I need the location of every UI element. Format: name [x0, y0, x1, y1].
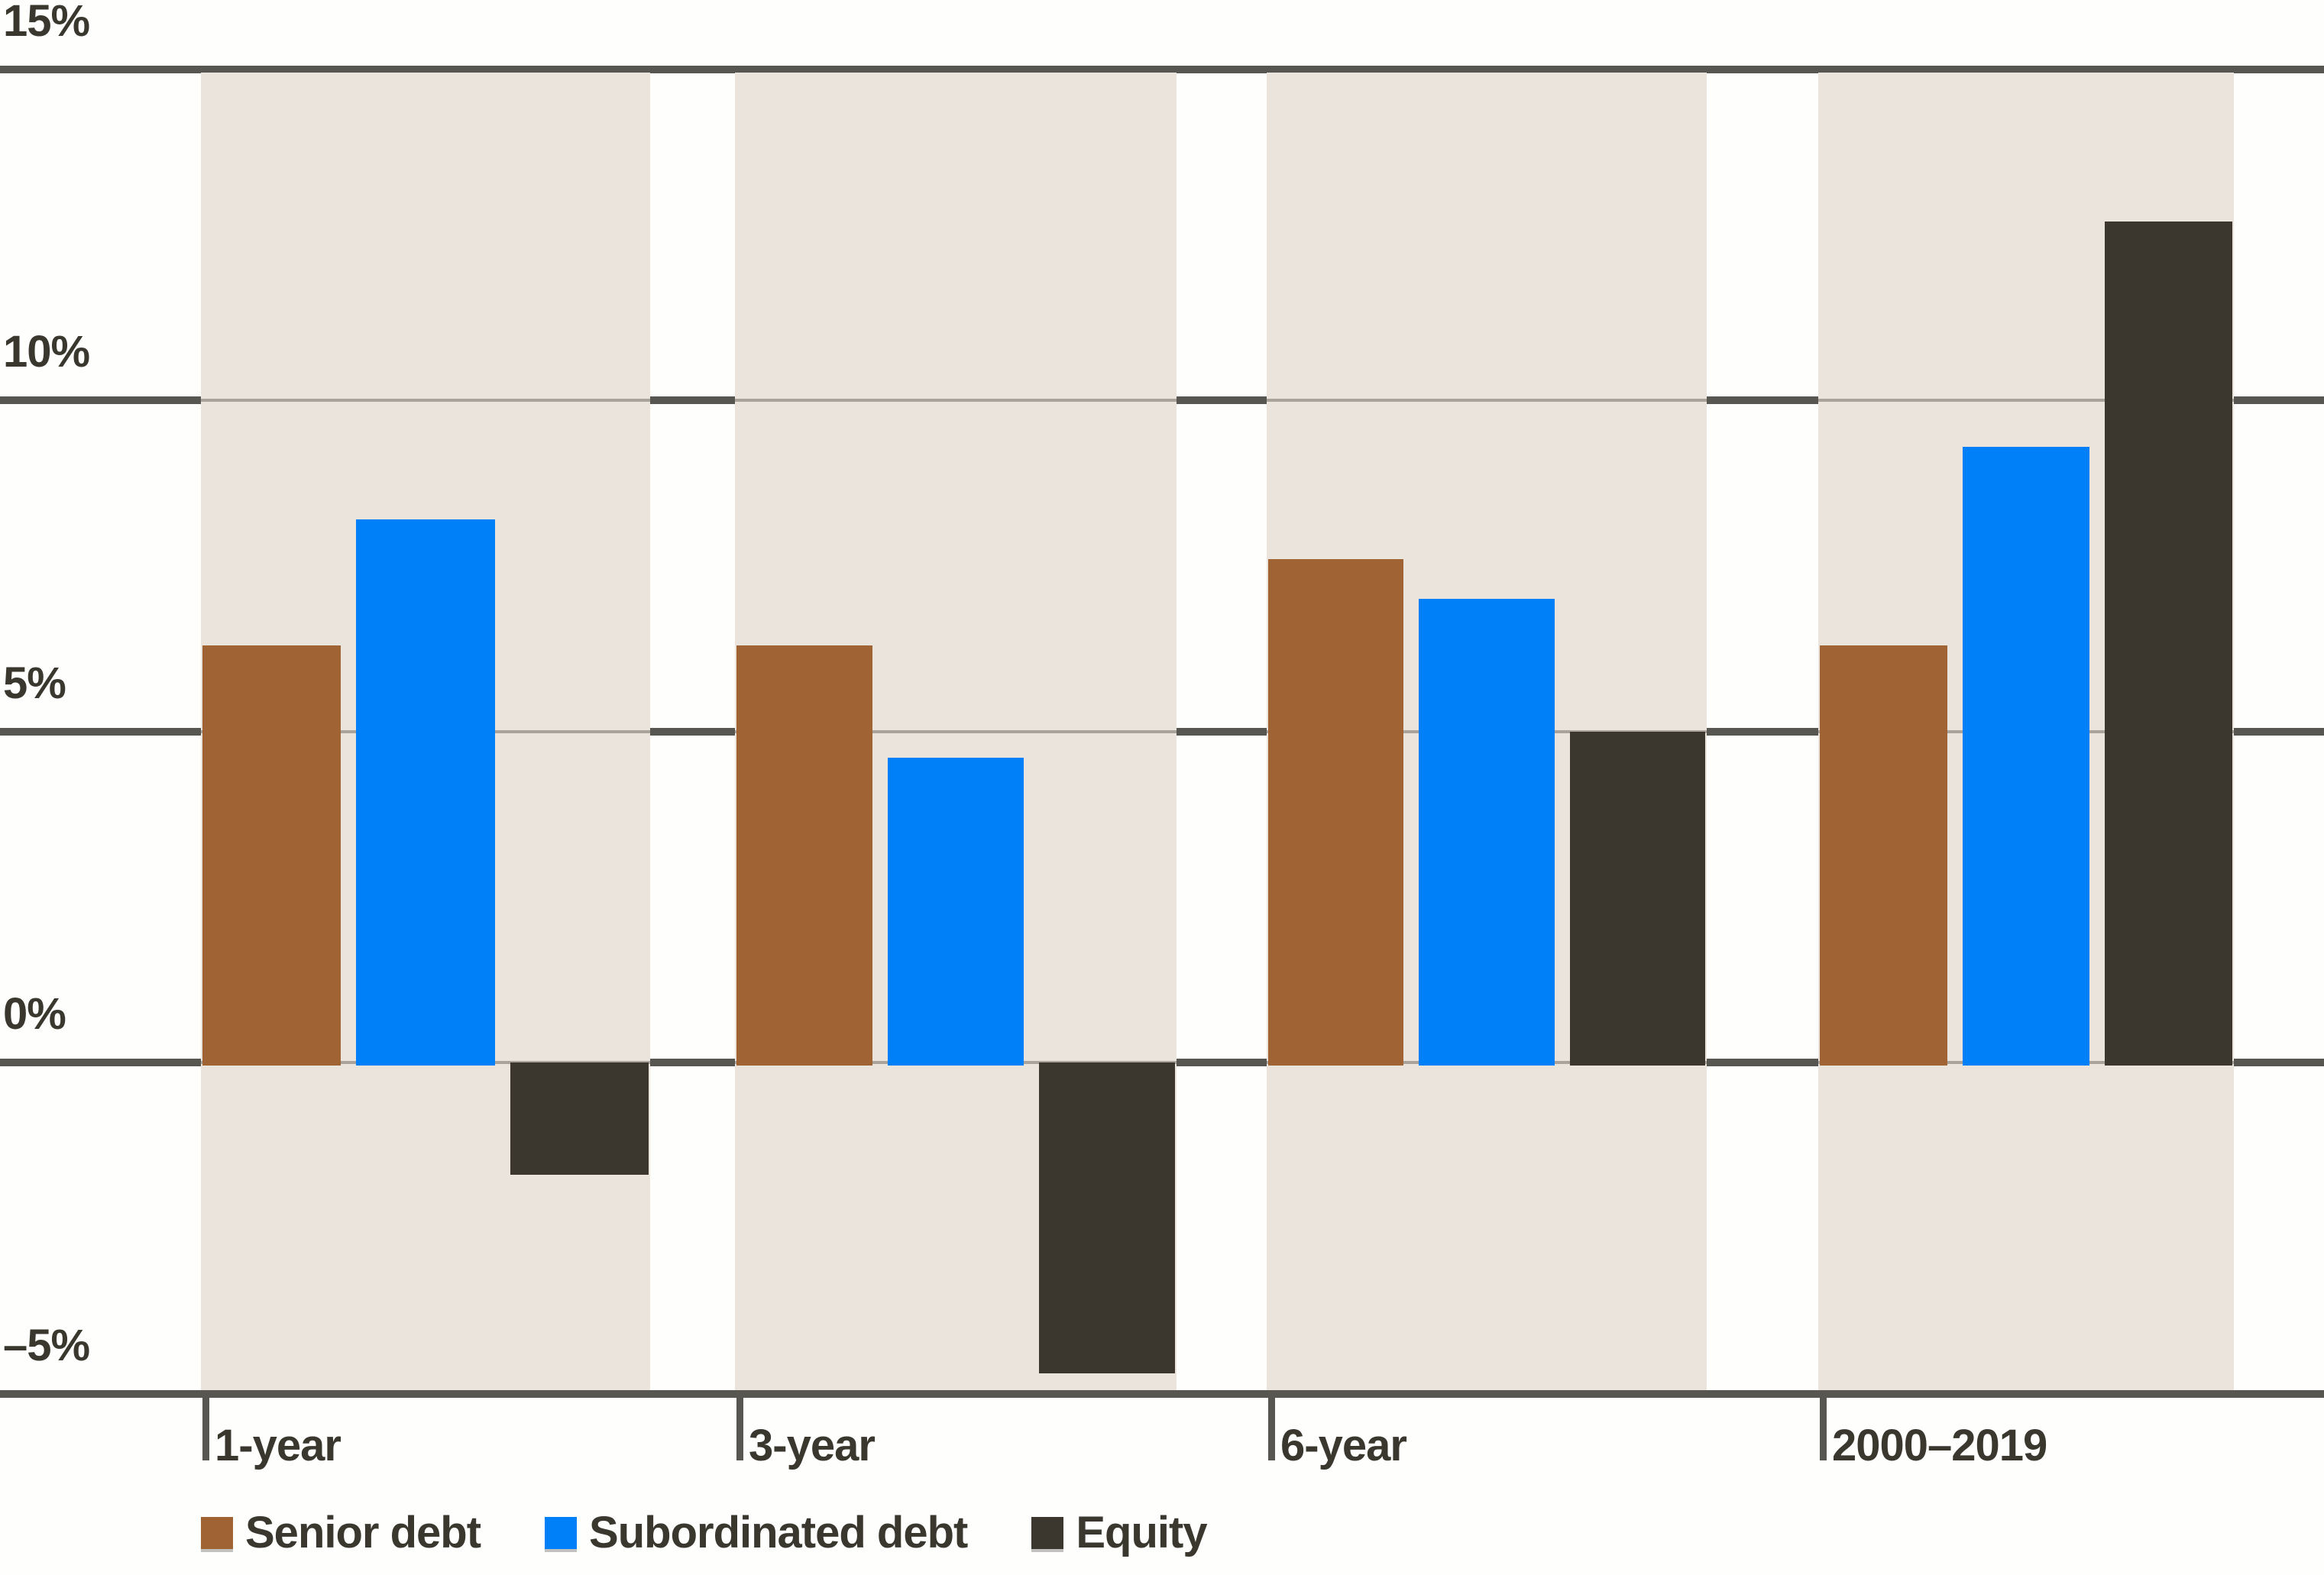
legend-label: Senior debt: [245, 1508, 481, 1557]
bar-equity: [1039, 1062, 1175, 1374]
x-axis-tick: [736, 1390, 743, 1460]
legend-swatch: [201, 1517, 233, 1549]
x-axis-category-label: 3-year: [749, 1421, 876, 1470]
bar-senior-debt: [1820, 645, 1947, 1066]
y-axis-tick-label: –5%: [3, 1320, 90, 1370]
x-axis-tick: [1268, 1390, 1275, 1460]
gridline: [0, 65, 2324, 73]
bar-equity: [510, 1062, 649, 1176]
x-axis-tick: [202, 1390, 209, 1460]
y-axis-tick-label: 15%: [3, 0, 90, 46]
legend: Senior debt Subordinated debt Equity: [201, 1508, 1208, 1557]
x-axis-category-label: 2000–2019: [1832, 1421, 2047, 1470]
legend-item-equity: Equity: [1031, 1508, 1208, 1557]
x-axis-category-label: 1-year: [215, 1421, 341, 1470]
y-axis-tick-label: 10%: [3, 327, 90, 377]
x-axis-category-label: 6-year: [1280, 1421, 1407, 1470]
inner-gridline: [1818, 399, 2234, 402]
legend-label: Subordinated debt: [589, 1508, 968, 1557]
y-axis-tick-label: 0%: [3, 989, 66, 1039]
legend-label: Equity: [1076, 1508, 1207, 1557]
bar-senior-debt: [202, 645, 341, 1066]
legend-item-subordinated-debt: Subordinated debt: [545, 1508, 968, 1557]
gridline: [0, 1389, 2324, 1398]
bar-senior-debt: [736, 645, 872, 1066]
bar-subordinated-debt: [888, 758, 1024, 1066]
legend-swatch: [1031, 1517, 1064, 1549]
legend-swatch: [545, 1517, 578, 1549]
bar-equity: [1569, 731, 1705, 1066]
inner-gridline: [735, 729, 1177, 733]
x-axis-tick: [1820, 1390, 1827, 1460]
bar-subordinated-debt: [1419, 599, 1555, 1066]
bar-subordinated-debt: [356, 519, 495, 1066]
bar-equity: [2105, 221, 2232, 1066]
legend-item-senior-debt: Senior debt: [201, 1511, 481, 1555]
inner-gridline: [201, 399, 650, 402]
inner-gridline: [735, 399, 1177, 402]
bar-senior-debt: [1268, 559, 1404, 1066]
inner-gridline: [1267, 399, 1707, 402]
bar-subordinated-debt: [1962, 446, 2090, 1066]
y-axis-tick-label: 5%: [3, 658, 66, 708]
